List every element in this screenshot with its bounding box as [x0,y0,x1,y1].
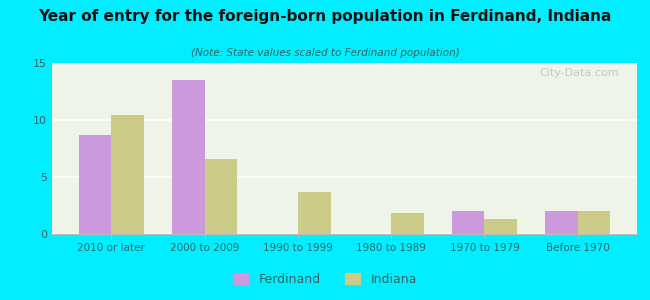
Text: Year of entry for the foreign-born population in Ferdinand, Indiana: Year of entry for the foreign-born popul… [38,9,612,24]
Bar [79,135,111,234]
Bar [172,80,205,234]
Bar [545,211,578,234]
Bar [484,219,517,234]
Text: City-Data.com: City-Data.com [540,68,619,78]
Bar [391,214,424,234]
Legend: Ferdinand, Indiana: Ferdinand, Indiana [228,268,422,291]
Bar [298,192,330,234]
Bar [205,159,237,234]
Bar [452,211,484,234]
Bar [111,116,144,234]
Text: (Note: State values scaled to Ferdinand population): (Note: State values scaled to Ferdinand … [190,48,460,58]
Bar [578,211,610,234]
